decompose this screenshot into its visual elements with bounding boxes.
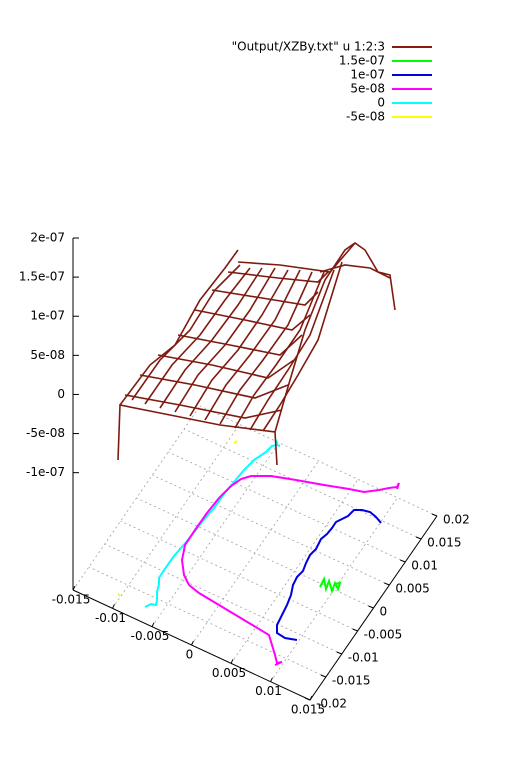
grid-line [104, 543, 342, 655]
x-tick [270, 677, 273, 682]
y-tick-label: -0.015 [332, 674, 371, 688]
x-tick-label: -0.015 [52, 593, 91, 607]
base-grid [72, 405, 438, 701]
axes: -0.015-0.01-0.00500.0050.010.015-0.02-0.… [19, 231, 470, 717]
grid-line [151, 442, 280, 627]
legend-label: 0 [377, 96, 385, 110]
x-tick [72, 585, 76, 591]
grid-line [152, 474, 390, 586]
grid-line [270, 497, 398, 682]
y-tick [368, 605, 374, 609]
legend-label: "Output/XZBy.txt" u 1:2:3 [232, 40, 385, 54]
grid-line [136, 497, 374, 609]
x-tick-label: 0.015 [291, 703, 325, 717]
y-tick [320, 674, 327, 678]
grid-line [183, 428, 422, 540]
x-tick [230, 659, 234, 664]
grid-line [230, 479, 359, 664]
y-tick [352, 628, 358, 632]
x-tick [191, 640, 194, 646]
contour [117, 440, 238, 597]
y-tick-label: 0 [380, 605, 388, 619]
z-tick-label: -1e-07 [26, 465, 65, 479]
legend: "Output/XZBy.txt" u 1:2:31.5e-071e-075e-… [232, 40, 432, 124]
y-tick-label: -0.02 [316, 697, 347, 711]
y-tick [415, 536, 422, 540]
legend-label: 5e-08 [350, 82, 385, 96]
x-tick-label: 0.005 [212, 666, 246, 680]
y-tick-label: 0.015 [427, 536, 461, 550]
y-tick-label: -0.01 [348, 651, 379, 665]
y-tick [384, 582, 390, 586]
x-tick [112, 604, 115, 609]
contour [276, 509, 382, 641]
surface [117, 242, 396, 466]
z-tick-label: 1e-07 [30, 309, 65, 323]
y-tick-label: -0.005 [364, 628, 403, 642]
x-tick-label: -0.01 [95, 611, 126, 625]
y-tick [400, 559, 406, 563]
contours [117, 439, 400, 666]
surface-mesh [124, 264, 391, 419]
y-tick-label: 0.01 [411, 559, 438, 573]
surface-mesh [131, 261, 343, 432]
x-tick [151, 622, 155, 627]
contour [180, 475, 400, 666]
surface-mesh [119, 242, 356, 406]
y-tick [431, 513, 438, 517]
x-tick-label: -0.005 [131, 629, 170, 643]
z-tick-label: 0 [57, 387, 65, 401]
z-tick-label: 1.5e-07 [19, 270, 65, 284]
contour [144, 439, 281, 608]
y-tick-label: 0.02 [443, 513, 470, 527]
contour [319, 575, 342, 595]
z-tick-label: 2e-07 [30, 231, 65, 245]
x-tick-label: 0 [186, 648, 194, 662]
x-tick-label: 0.01 [255, 684, 282, 698]
legend-label: 1.5e-07 [339, 54, 385, 68]
legend-label: -5e-08 [346, 110, 385, 124]
y-tick-label: 0.005 [395, 582, 429, 596]
x-tick [309, 695, 313, 701]
grid-line [199, 405, 438, 517]
y-tick [336, 651, 342, 655]
z-tick-label: -5e-08 [26, 426, 65, 440]
legend-label: 1e-07 [350, 68, 385, 82]
grid-line [112, 424, 240, 609]
z-tick-label: 5e-08 [30, 348, 65, 362]
grid-line [88, 566, 327, 678]
grid-line [168, 451, 406, 563]
grid-line [120, 520, 358, 632]
y-tick [304, 697, 311, 701]
